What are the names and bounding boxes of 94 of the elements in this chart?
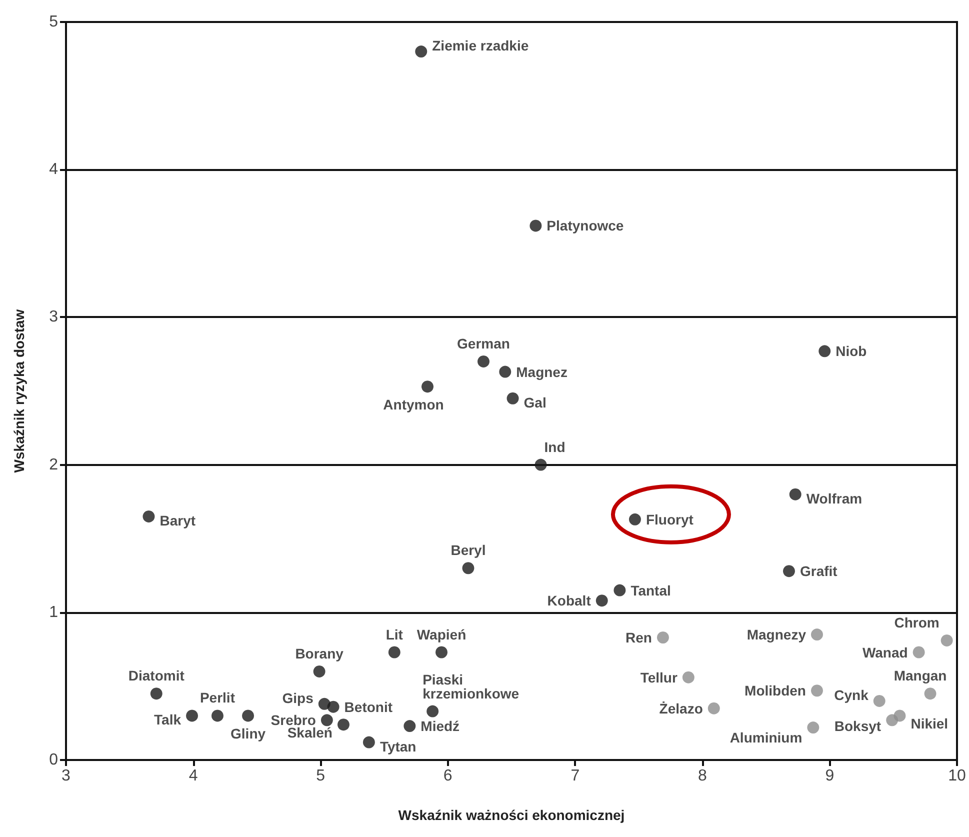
data-label: Ren bbox=[626, 629, 652, 646]
point bbox=[530, 220, 542, 232]
x-tick-label: 3 bbox=[62, 768, 71, 784]
data-label: Chrom bbox=[894, 614, 940, 630]
point bbox=[506, 392, 519, 404]
data-label: Ziemie rzadkie bbox=[432, 38, 529, 54]
data-label: Diatomit bbox=[128, 668, 185, 684]
y-tick-label: 4 bbox=[49, 161, 58, 178]
point bbox=[782, 565, 795, 578]
data-label: Antymon bbox=[383, 396, 444, 413]
point bbox=[242, 710, 254, 722]
point bbox=[462, 562, 474, 574]
data-label: Grafit bbox=[800, 563, 838, 580]
data-label: Aluminium bbox=[730, 730, 802, 746]
point bbox=[894, 710, 906, 722]
point bbox=[912, 646, 925, 658]
point bbox=[682, 671, 694, 684]
point bbox=[940, 634, 953, 646]
y-tick-label: 0 bbox=[49, 752, 58, 768]
data-label: Ind bbox=[544, 438, 566, 455]
data-label: Żelazo bbox=[659, 700, 703, 716]
point bbox=[337, 718, 350, 731]
data-label: Gliny bbox=[230, 726, 266, 742]
point bbox=[211, 710, 224, 722]
point bbox=[422, 380, 434, 393]
data-label: Miedź bbox=[420, 718, 460, 734]
point bbox=[811, 684, 823, 697]
data-label: Platynowce bbox=[546, 218, 624, 234]
y-tick-label: 3 bbox=[49, 308, 58, 326]
data-label: Molibden bbox=[744, 682, 806, 699]
data-label: Wanad bbox=[862, 644, 908, 660]
x-axis-title: Wskaźnik ważności ekonomicznej bbox=[398, 807, 625, 823]
point bbox=[186, 710, 198, 722]
data-label: Magnezy bbox=[746, 626, 806, 643]
data-label: Wapień bbox=[416, 626, 466, 642]
point bbox=[811, 628, 823, 641]
y-tick-label: 2 bbox=[49, 456, 58, 474]
x-tick-label: 10 bbox=[948, 768, 966, 784]
point bbox=[362, 736, 375, 748]
point bbox=[708, 702, 720, 714]
data-label: Betonit bbox=[344, 698, 393, 715]
x-tick-label: 8 bbox=[698, 768, 707, 784]
point bbox=[404, 720, 416, 732]
point bbox=[320, 714, 333, 726]
point bbox=[436, 646, 448, 658]
data-label: Kobalt bbox=[547, 592, 592, 609]
y-tick-label: 1 bbox=[49, 604, 58, 621]
data-label: Tantal bbox=[630, 582, 671, 598]
data-label: Talk bbox=[154, 712, 182, 728]
data-label: Fluoryt bbox=[646, 511, 694, 528]
point bbox=[534, 458, 547, 471]
data-label: Gal bbox=[524, 394, 546, 410]
point bbox=[150, 688, 162, 700]
data-label: Wolfram bbox=[806, 490, 862, 506]
point bbox=[415, 46, 428, 58]
y-axis-title: Wskaźnik ryzyka dostaw bbox=[11, 309, 27, 473]
data-label: Gips bbox=[282, 690, 314, 706]
data-label: Mangan bbox=[894, 668, 947, 684]
point bbox=[807, 722, 820, 734]
point bbox=[873, 694, 886, 707]
point bbox=[426, 705, 439, 718]
data-label: Boksyt bbox=[834, 718, 882, 734]
point bbox=[313, 665, 326, 678]
point bbox=[656, 631, 669, 644]
point bbox=[924, 688, 936, 700]
point bbox=[614, 584, 626, 596]
point bbox=[596, 594, 608, 607]
point bbox=[499, 366, 512, 378]
point bbox=[142, 510, 155, 522]
data-label: Perlit bbox=[200, 690, 236, 706]
x-tick-label: 7 bbox=[570, 768, 580, 784]
data-label: Beryl bbox=[450, 542, 486, 558]
point bbox=[789, 488, 802, 500]
data-label: Tytan bbox=[380, 738, 416, 754]
data-label: Tellur bbox=[640, 669, 678, 686]
point bbox=[327, 700, 340, 713]
point bbox=[388, 646, 400, 658]
y-tick-label: 5 bbox=[49, 14, 58, 30]
x-tick-label: 4 bbox=[188, 768, 198, 784]
data-label: Borany bbox=[295, 645, 344, 662]
point bbox=[628, 513, 641, 526]
x-tick-label: 5 bbox=[316, 768, 326, 784]
data-label: Cynk bbox=[834, 686, 869, 703]
point bbox=[818, 345, 831, 358]
point bbox=[478, 355, 490, 368]
data-label: German bbox=[457, 335, 510, 352]
data-label: Niob bbox=[836, 343, 867, 360]
data-label: Nikiel bbox=[910, 716, 948, 732]
data-label: Piaski krzemionkowe bbox=[422, 671, 520, 702]
x-tick-label: 6 bbox=[443, 768, 452, 784]
x-tick-label: 9 bbox=[825, 768, 834, 784]
data-label: Lit bbox=[386, 626, 404, 642]
data-label: Magnez bbox=[516, 364, 568, 380]
data-label: Baryt bbox=[160, 512, 196, 528]
